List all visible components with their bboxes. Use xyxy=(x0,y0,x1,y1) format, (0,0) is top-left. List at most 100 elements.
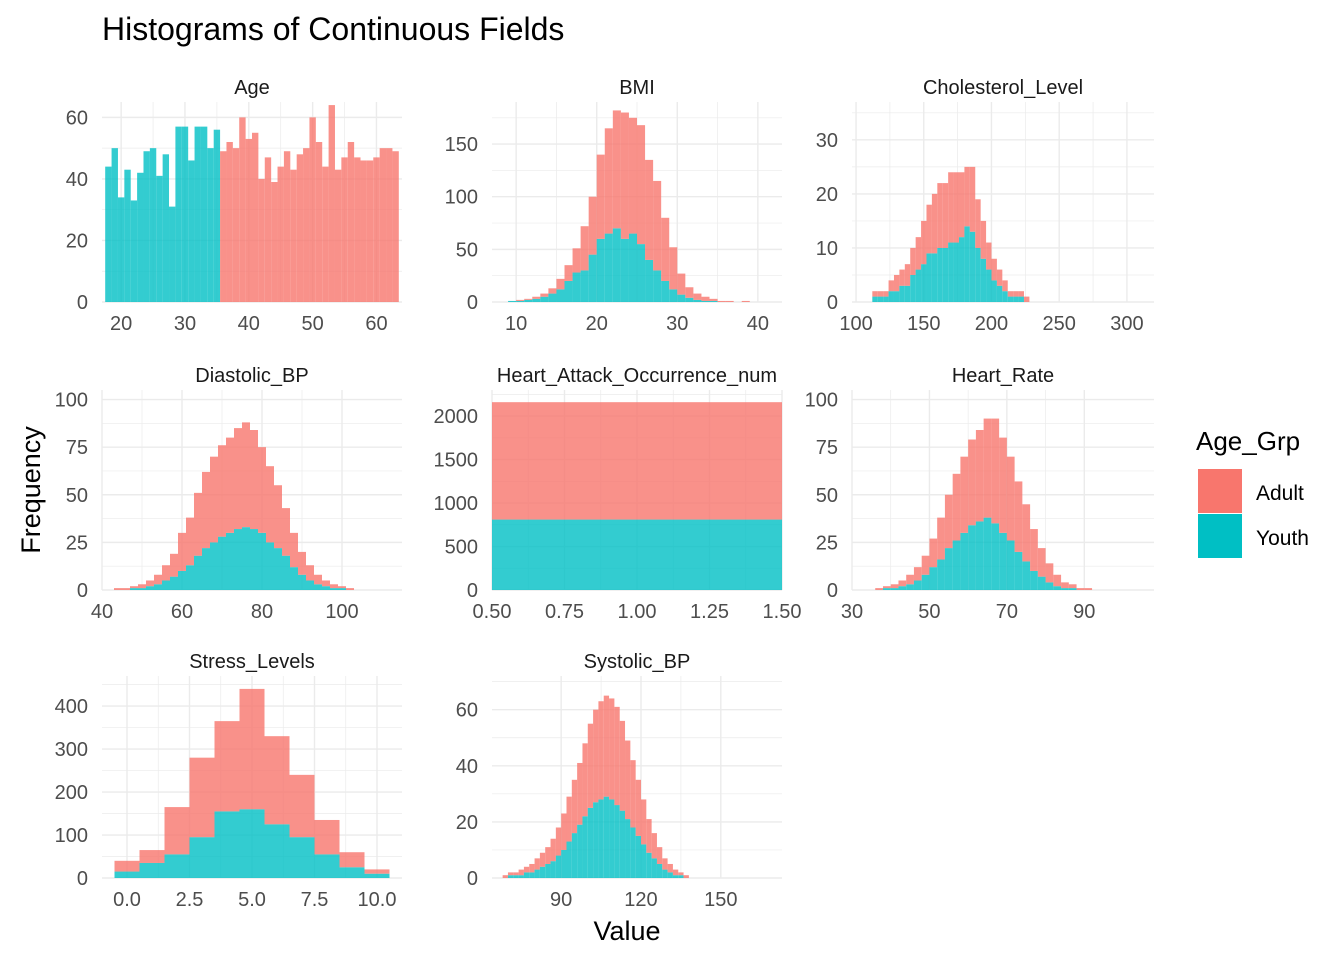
bar-youth xyxy=(685,297,694,302)
bar-adult xyxy=(685,287,694,298)
panel-title: Stress_Levels xyxy=(189,651,315,673)
bar-youth xyxy=(289,837,315,878)
bar-youth xyxy=(524,299,533,302)
bar-youth xyxy=(189,837,215,878)
bar-youth xyxy=(948,242,954,302)
bar-adult xyxy=(996,269,1003,286)
x-tick-label: 150 xyxy=(907,313,940,335)
bar-youth xyxy=(186,565,194,590)
bar-adult xyxy=(226,142,233,302)
bar-adult xyxy=(266,466,274,543)
bar-youth xyxy=(548,293,557,302)
bar-adult xyxy=(725,300,734,302)
bar-youth xyxy=(980,258,987,302)
x-tick-label: 5.0 xyxy=(238,889,266,911)
y-tick-label: 0 xyxy=(77,292,88,314)
bar-adult xyxy=(877,291,884,297)
bar-youth xyxy=(612,228,621,302)
bar-adult xyxy=(277,166,284,302)
bar-youth xyxy=(566,841,572,878)
bar-youth xyxy=(942,247,949,302)
bar-youth xyxy=(149,148,157,302)
bar-youth xyxy=(218,536,226,590)
bar-youth xyxy=(588,254,597,302)
bar-youth xyxy=(138,588,146,590)
x-tick-label: 1.50 xyxy=(763,601,802,623)
bar-adult xyxy=(980,220,987,259)
x-tick-label: 120 xyxy=(624,889,657,911)
bar-adult xyxy=(334,169,342,302)
bar-adult xyxy=(653,180,662,271)
bar-adult xyxy=(960,456,969,533)
bar-adult xyxy=(220,151,227,302)
bar-adult xyxy=(598,701,604,800)
bar-youth xyxy=(322,586,330,590)
x-tick-label: 1.00 xyxy=(618,601,657,623)
bar-adult xyxy=(234,428,242,530)
y-tick-label: 500 xyxy=(445,537,478,559)
bar-youth xyxy=(614,805,620,878)
bar-adult xyxy=(656,847,663,864)
bar-youth xyxy=(550,861,556,878)
bars xyxy=(502,695,689,878)
bar-adult xyxy=(1007,291,1014,297)
bar-youth xyxy=(164,854,190,878)
bar-adult xyxy=(661,217,670,281)
y-tick-label: 1000 xyxy=(434,493,479,515)
bar-adult xyxy=(534,858,540,870)
bar-youth xyxy=(1045,582,1054,590)
bar-adult xyxy=(322,166,329,302)
bar-adult xyxy=(252,132,259,302)
bar-adult xyxy=(290,532,298,568)
bar-youth xyxy=(931,253,938,302)
bar-adult xyxy=(637,125,646,245)
x-tick-label: 2.5 xyxy=(176,889,204,911)
bar-youth xyxy=(603,796,610,878)
x-tick-label: 30 xyxy=(174,313,196,335)
bar-adult xyxy=(609,698,615,800)
bar-adult xyxy=(1022,504,1031,562)
bar-youth xyxy=(137,172,144,302)
y-tick-label: 75 xyxy=(816,437,838,459)
bars xyxy=(875,418,1093,590)
bar-adult xyxy=(635,779,641,836)
bar-youth xyxy=(872,296,878,302)
bar-adult xyxy=(937,183,943,248)
bar-adult xyxy=(566,796,572,842)
bar-youth xyxy=(952,540,961,590)
bar-adult xyxy=(1013,291,1019,297)
bar-youth xyxy=(1007,296,1014,302)
bar-youth xyxy=(1053,586,1062,590)
bar-adult xyxy=(741,300,750,302)
bar-adult xyxy=(239,688,265,810)
y-tick-label: 300 xyxy=(55,739,88,761)
bar-youth xyxy=(188,160,195,302)
bar-youth xyxy=(958,237,965,302)
x-tick-label: 30 xyxy=(841,601,863,623)
y-tick-label: 2000 xyxy=(434,406,479,428)
bar-adult xyxy=(373,157,380,302)
bar-youth xyxy=(130,200,138,302)
bar-youth xyxy=(960,532,969,590)
bar-youth xyxy=(693,299,702,302)
bar-youth xyxy=(146,586,154,590)
bar-youth xyxy=(904,285,911,302)
bar-youth xyxy=(906,584,914,590)
bar-adult xyxy=(360,160,367,302)
bar-youth xyxy=(338,588,346,590)
y-tick-label: 60 xyxy=(456,700,478,722)
bar-youth xyxy=(111,148,118,302)
panel-heart-rate: 30 50 70 90 0 25 50 75 100 Heart_Rate xyxy=(805,365,1154,623)
bar-adult xyxy=(250,430,258,530)
bar-adult xyxy=(603,695,610,797)
bar-adult xyxy=(953,172,959,243)
bar-youth xyxy=(117,197,125,302)
y-tick-label: 50 xyxy=(816,485,838,507)
bar-youth xyxy=(175,126,182,302)
bar-adult xyxy=(507,872,514,876)
bar-adult xyxy=(271,182,278,302)
panel-age: 20 30 40 50 60 0 20 40 60 Age xyxy=(66,77,402,335)
bar-adult xyxy=(194,492,202,556)
bar-adult xyxy=(309,117,316,302)
